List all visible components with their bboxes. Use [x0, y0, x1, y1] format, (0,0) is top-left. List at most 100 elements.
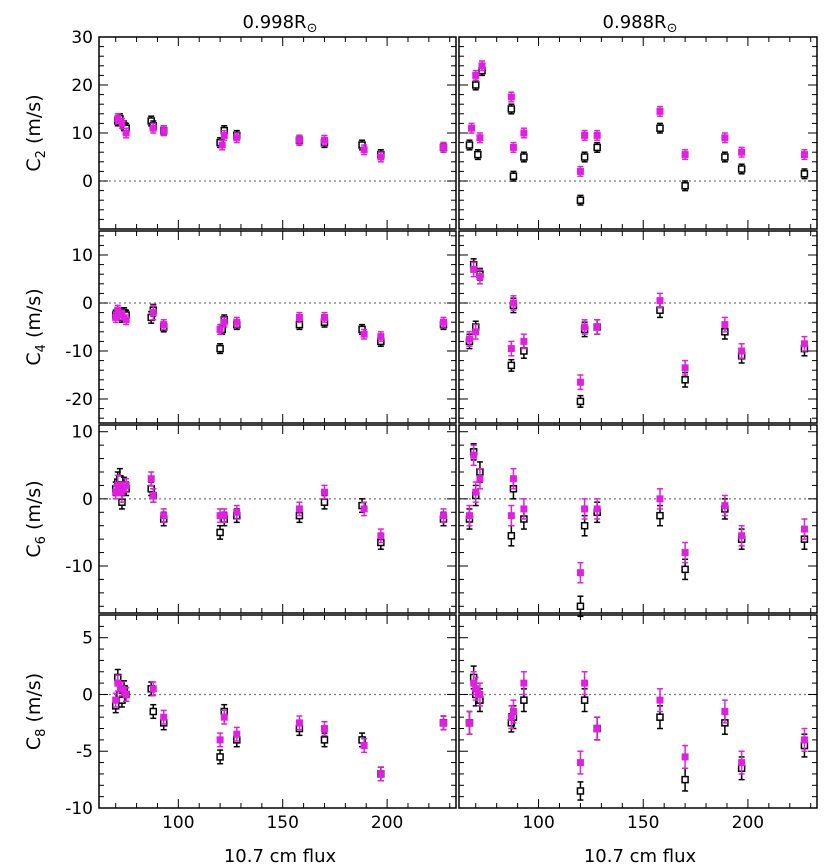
- y-axis-label-symbol: C: [23, 352, 45, 365]
- data-point-magenta: [465, 512, 473, 520]
- data-point-black: [507, 361, 516, 370]
- x-axis-labels: 10.7 cm flux 10.7 cm flux: [224, 846, 697, 867]
- data-point-magenta: [581, 679, 589, 687]
- y-axis-label-row-2: C6 (m/s): [23, 480, 49, 557]
- y-axis-label-subscript: 6: [34, 536, 49, 544]
- data-point-magenta: [216, 736, 224, 744]
- data-point-magenta: [476, 134, 484, 142]
- data-point-magenta: [681, 151, 689, 159]
- data-point-black: [580, 521, 589, 530]
- panel-r3-c1: 100 150 200: [458, 614, 818, 833]
- data-point-magenta: [576, 167, 584, 175]
- data-point-black: [471, 81, 480, 89]
- data-point-magenta: [472, 685, 480, 693]
- panel-r0-c0: 0 10 20 30: [71, 28, 457, 230]
- data-point-magenta: [360, 742, 368, 750]
- data-point-black: [520, 153, 528, 161]
- column-title-right: 0.988R⊙: [603, 12, 678, 36]
- data-point-magenta: [738, 347, 746, 355]
- data-point-black: [149, 707, 158, 716]
- y-tick-label: -10: [65, 557, 93, 577]
- data-point-magenta: [122, 690, 130, 698]
- data-point-magenta: [320, 725, 328, 733]
- x-tick-label: 150: [627, 813, 659, 833]
- data-point-magenta: [118, 685, 126, 693]
- panel-frame: [98, 614, 457, 809]
- x-tick-label: 150: [266, 813, 298, 833]
- panel-frame: [458, 36, 818, 230]
- data-point-magenta: [220, 512, 228, 520]
- data-point-magenta: [149, 124, 157, 132]
- data-point-black: [320, 498, 329, 506]
- data-point-magenta: [507, 93, 515, 101]
- data-point-magenta: [593, 505, 601, 513]
- data-point-magenta: [721, 502, 729, 510]
- data-point-magenta: [738, 532, 746, 540]
- data-point-magenta: [472, 71, 480, 79]
- data-point-magenta: [681, 753, 689, 761]
- data-point-magenta: [439, 143, 447, 151]
- data-point-magenta: [470, 451, 478, 459]
- y-tick-label: -5: [76, 742, 93, 762]
- data-point-magenta: [295, 313, 303, 321]
- y-axis-label-unit: (m/s): [23, 673, 45, 729]
- y-tick-label: 0: [82, 172, 93, 192]
- column-title-left: 0.998R⊙: [243, 12, 318, 36]
- y-tick-label: -20: [65, 390, 93, 410]
- y-axis-label-row-3: C8 (m/s): [23, 673, 49, 750]
- data-point-magenta: [377, 770, 385, 778]
- data-point-magenta: [507, 345, 515, 353]
- sun-symbol: ⊙: [307, 21, 318, 36]
- panel-r0-c1: [458, 36, 818, 230]
- y-axis-label-subscript: 2: [34, 150, 49, 158]
- data-point-black: [576, 787, 585, 795]
- data-point-black: [721, 153, 729, 161]
- data-point-black: [681, 565, 689, 574]
- panel-frame: [458, 230, 818, 424]
- data-point-magenta: [656, 696, 664, 704]
- x-axis-label-right: 10.7 cm flux: [584, 846, 697, 867]
- data-point-magenta: [738, 148, 746, 156]
- panel-frame: [98, 424, 457, 614]
- data-point-magenta: [738, 759, 746, 767]
- y-axis-label-row-0: C2 (m/s): [23, 94, 49, 171]
- data-point-black: [320, 736, 329, 744]
- data-point-black: [800, 170, 809, 178]
- panel-r1-c1: [458, 230, 818, 424]
- data-point-magenta: [220, 713, 228, 721]
- data-point-magenta: [320, 136, 328, 144]
- data-point-black: [737, 165, 746, 173]
- data-point-magenta: [800, 736, 808, 744]
- data-point-black: [656, 124, 664, 132]
- data-point-black: [580, 696, 589, 704]
- y-tick-label: 0: [82, 685, 93, 705]
- data-point-magenta: [160, 512, 168, 520]
- y-tick-label: 30: [71, 28, 93, 48]
- data-point-black: [580, 153, 589, 161]
- data-point-magenta: [721, 134, 729, 142]
- data-point-magenta: [149, 685, 157, 693]
- data-point-black: [216, 344, 224, 353]
- data-point-magenta: [295, 719, 303, 727]
- data-point-magenta: [320, 313, 328, 321]
- data-point-magenta: [439, 318, 447, 326]
- sun-symbol: ⊙: [667, 21, 678, 36]
- data-point-magenta: [509, 475, 517, 483]
- data-point-magenta: [122, 481, 130, 489]
- y-axis-label-subscript: 4: [34, 344, 49, 352]
- data-point-black: [474, 150, 482, 159]
- x-axis-label-left: 10.7 cm flux: [224, 846, 337, 867]
- data-point-magenta: [320, 488, 328, 496]
- x-tick-label: 100: [522, 813, 554, 833]
- data-point-magenta: [800, 340, 808, 348]
- y-axis-label-subscript: 8: [34, 729, 49, 737]
- data-point-magenta: [509, 708, 517, 715]
- data-point-magenta: [472, 328, 480, 336]
- data-point-magenta: [149, 309, 157, 317]
- data-point-black: [509, 172, 518, 180]
- y-tick-label: -10: [65, 342, 93, 362]
- y-axis-label-unit: (m/s): [23, 480, 45, 536]
- data-point-magenta: [476, 475, 484, 483]
- data-point-magenta: [476, 690, 484, 698]
